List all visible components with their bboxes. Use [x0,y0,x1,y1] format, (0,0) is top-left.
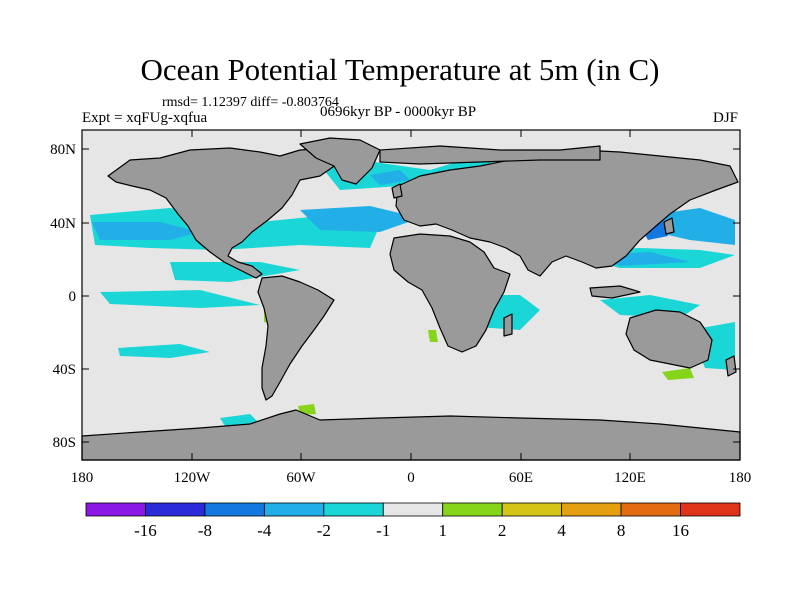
legend-swatch-0 [85,502,146,517]
lat-label-80n: 80N [50,142,76,158]
north-america [107,147,341,279]
season-label: DJF [712,110,738,126]
legend-label-8: 8 [617,521,626,540]
legend-swatch-6 [442,502,503,517]
legend-swatch-5 [382,502,444,517]
legend-label-9: 16 [672,521,689,540]
madagascar [503,313,513,337]
period-label: 0696kyr BP - 0000kyr BP [320,104,477,120]
legend-label-1: -8 [198,521,212,540]
uk-island [391,183,403,199]
lon-label-120e: 120E [614,470,646,486]
arctic-ice [379,145,601,165]
experiment-label: Expt = xqFUg-xqfua [82,110,208,126]
lat-tick-marks [82,148,740,443]
color-legend [85,502,741,517]
map-title: Ocean Potential Temperature at 5m (in C) [140,52,660,87]
indonesia [589,285,641,299]
legend-label-0: -16 [134,521,157,540]
statistics-text: rmsd= 1.12397 diff= -0.803764 [162,95,339,110]
lon-label-60w: 60W [286,470,316,486]
legend-swatch-2 [204,502,265,517]
legend-label-3: -2 [317,521,331,540]
greenland [299,137,381,185]
lon-label-180e: 180 [729,470,752,486]
legend-label-6: 2 [498,521,507,540]
color-legend-labels: -16 -8 -4 -2 -1 1 2 4 8 16 [134,521,689,540]
lat-label-40n: 40N [50,216,76,232]
lon-label-120w: 120W [174,470,212,486]
legend-label-5: 1 [438,521,447,540]
lon-label-0: 0 [407,470,415,486]
legend-swatch-3 [263,502,325,517]
lat-label-0: 0 [69,289,77,305]
legend-swatch-1 [145,502,206,517]
lon-label-60e: 60E [509,470,533,486]
australia [625,309,713,369]
legend-label-2: -4 [257,521,272,540]
lat-label-40s: 40S [53,362,76,378]
japan-island [663,217,675,235]
legend-swatch-10 [680,502,741,517]
south-america [257,275,335,401]
legend-label-7: 4 [557,521,566,540]
africa [389,233,511,353]
lon-tick-marks [81,130,741,460]
lon-label-180w: 180 [71,470,94,486]
legend-label-4: -1 [376,521,390,540]
lat-label-80s: 80S [53,435,76,451]
legend-swatch-4 [323,502,384,517]
continents [81,137,741,461]
new-zealand [725,355,737,377]
legend-swatch-7 [501,502,563,517]
cold-anomaly-patches [92,170,735,266]
legend-swatch-8 [561,502,622,517]
legend-swatch-9 [620,502,681,517]
